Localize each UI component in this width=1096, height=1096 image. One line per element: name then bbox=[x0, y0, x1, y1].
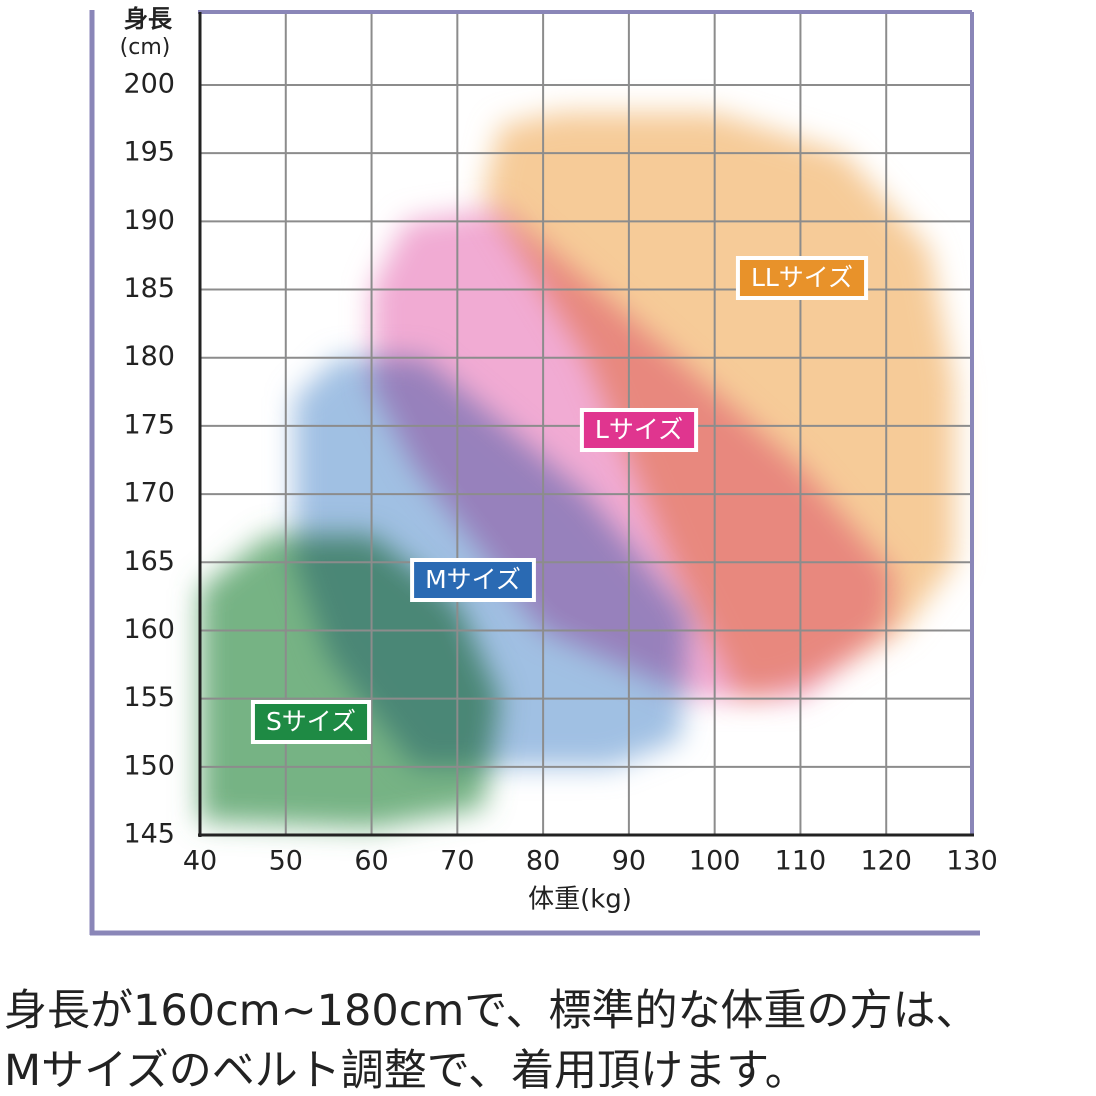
legend-label: Mサイズ bbox=[425, 565, 521, 594]
legend-label: Lサイズ bbox=[595, 415, 683, 444]
caption: Mサイズのベルト調整で、着用頂けます。 bbox=[4, 1046, 808, 1096]
y-tick-label: 175 bbox=[123, 409, 175, 440]
x-tick-label: 60 bbox=[354, 846, 388, 877]
y-tick-label: 160 bbox=[123, 614, 175, 645]
y-tick-label: 195 bbox=[123, 137, 175, 168]
y-axis-title: 身長 bbox=[124, 5, 173, 33]
legend-box bbox=[735, 256, 869, 300]
x-tick-label: 130 bbox=[946, 846, 998, 877]
y-tick-label: 180 bbox=[123, 341, 175, 372]
y-tick-label: 145 bbox=[123, 819, 175, 850]
legend-label: Sサイズ bbox=[266, 707, 356, 736]
y-tick-label: 150 bbox=[123, 750, 175, 781]
x-tick-label: 100 bbox=[689, 846, 741, 877]
y-tick-label: 185 bbox=[123, 273, 175, 304]
legend-box bbox=[579, 408, 699, 452]
x-tick-label: 90 bbox=[612, 846, 646, 877]
caption: 身長が160cm~180cmで、標準的な体重の方は、 bbox=[4, 986, 979, 1036]
legend-label: LLサイズ bbox=[751, 263, 853, 292]
y-tick-label: 170 bbox=[123, 478, 175, 509]
y-tick-label: 200 bbox=[123, 69, 175, 100]
legend-box bbox=[250, 700, 372, 744]
x-tick-label: 70 bbox=[440, 846, 474, 877]
x-tick-label: 120 bbox=[860, 846, 912, 877]
x-tick-label: 110 bbox=[775, 846, 827, 877]
y-tick-label: 165 bbox=[123, 546, 175, 577]
y-tick-label: 155 bbox=[123, 682, 175, 713]
y-tick-label: 190 bbox=[123, 205, 175, 236]
x-axis-title: 体重(kg) bbox=[528, 885, 632, 915]
x-tick-label: 40 bbox=[183, 846, 217, 877]
y-axis-unit: (cm) bbox=[120, 35, 171, 60]
x-tick-label: 50 bbox=[269, 846, 303, 877]
x-tick-label: 80 bbox=[526, 846, 560, 877]
legend-box bbox=[410, 558, 536, 602]
